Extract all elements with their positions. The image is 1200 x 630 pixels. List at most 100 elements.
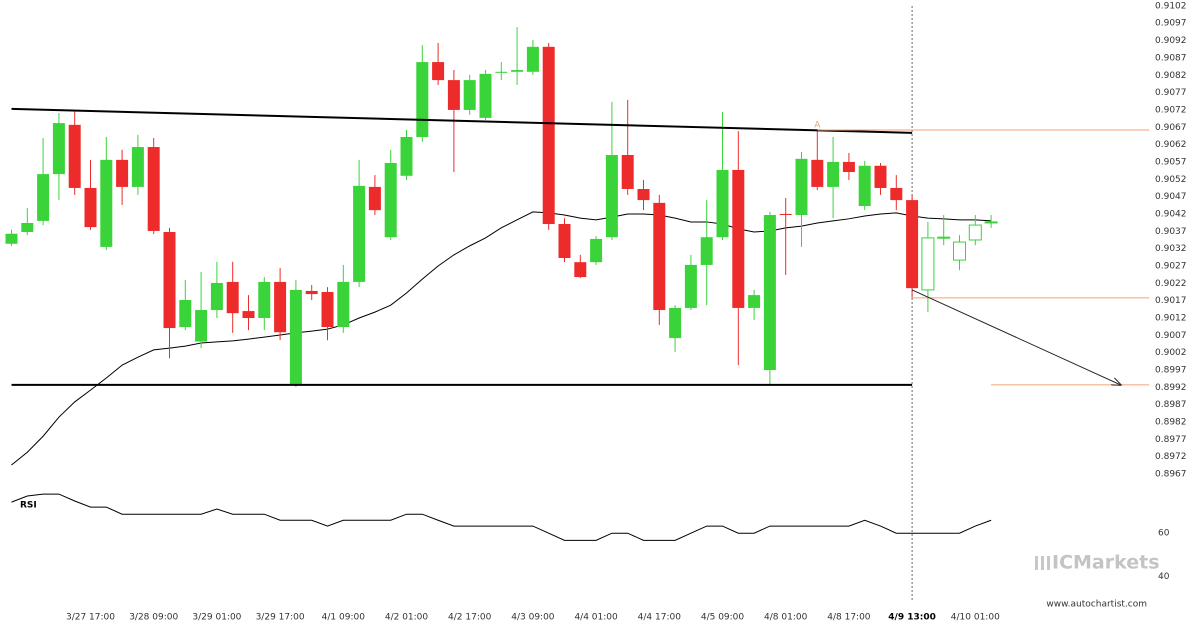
annotation: A [814, 120, 821, 130]
x-tick-label: 4/8 01:00 [764, 613, 808, 623]
candle-body [21, 222, 34, 232]
y-tick-label: 0.8967 [1155, 470, 1187, 480]
candle-body [842, 161, 855, 173]
candle-body [511, 70, 524, 72]
y-tick-label: 0.9087 [1155, 53, 1187, 63]
candle-body [779, 213, 792, 216]
rsi-label: RSI [20, 501, 37, 511]
candle-body [700, 237, 713, 265]
credit: www.autochartist.com [1046, 600, 1147, 610]
candle-body [669, 307, 682, 339]
candle-body [937, 236, 951, 239]
y-tick-label: 0.9022 [1155, 279, 1187, 289]
y-tick-label: 0.9047 [1155, 192, 1187, 202]
x-tick-label: 4/1 09:00 [322, 613, 366, 623]
candle-body [416, 62, 429, 137]
candle-body [621, 155, 634, 189]
x-tick-label: 4/9 13:00 [888, 613, 936, 623]
candle-body [906, 200, 919, 289]
moving-average [11, 211, 992, 466]
candle-body [305, 290, 318, 295]
rsi-tick-label: 40 [1158, 572, 1170, 582]
x-tick-label: 4/2 01:00 [385, 613, 429, 623]
candle-body [353, 185, 366, 282]
candle-body [763, 215, 776, 371]
forecast-arrow [911, 289, 1121, 385]
candle-body [368, 186, 381, 211]
y-tick-label: 0.9007 [1155, 331, 1187, 341]
x-tick-label: 4/10 01:00 [951, 613, 1000, 623]
candle-body [968, 224, 982, 241]
candle-body [100, 159, 113, 247]
y-tick-label: 0.9077 [1155, 88, 1187, 98]
y-tick-label: 0.9092 [1155, 36, 1187, 46]
y-tick-label: 0.9067 [1155, 123, 1187, 133]
candle-body [163, 231, 176, 329]
candle-body [479, 73, 492, 118]
candle-body [463, 80, 476, 110]
x-tick-label: 3/29 17:00 [256, 613, 305, 623]
candle-body [716, 169, 729, 238]
y-tick-label: 0.8987 [1155, 400, 1187, 410]
candle-body [984, 221, 998, 224]
x-tick-label: 4/8 17:00 [827, 613, 871, 623]
candle-body [574, 262, 587, 278]
candle-body [732, 169, 745, 308]
candle-body [447, 80, 460, 110]
candle-body [5, 233, 18, 244]
candle-body [242, 311, 255, 318]
candle-body [226, 281, 239, 314]
candle-body [811, 159, 824, 187]
candle-body [684, 264, 697, 308]
candle-body [258, 281, 271, 318]
x-tick-label: 4/3 09:00 [511, 613, 555, 623]
candle-body [68, 124, 81, 188]
candle-body [921, 237, 935, 291]
candle-body [858, 165, 871, 206]
candle-body [274, 281, 287, 333]
candle-body [653, 202, 666, 311]
y-tick-label: 0.9012 [1155, 313, 1187, 323]
candle-body [116, 159, 129, 187]
candle-body [384, 162, 397, 238]
rsi-tick-label: 60 [1158, 529, 1170, 539]
x-tick-label: 3/28 09:00 [129, 613, 178, 623]
y-tick-label: 0.9102 [1155, 1, 1187, 11]
candle-body [558, 224, 571, 259]
x-tick-label: 4/4 01:00 [574, 613, 618, 623]
y-tick-label: 0.9082 [1155, 71, 1187, 81]
y-tick-label: 0.9057 [1155, 157, 1187, 167]
candle-body [147, 147, 160, 231]
x-tick-label: 4/4 17:00 [638, 613, 682, 623]
candle-body [337, 281, 350, 328]
candle-body [542, 46, 555, 225]
y-tick-label: 0.9072 [1155, 105, 1187, 115]
candle-body [131, 147, 144, 187]
candle-body [495, 71, 508, 73]
y-tick-label: 0.9042 [1155, 209, 1187, 219]
candle-body [179, 299, 192, 328]
watermark: ICMarkets [1052, 552, 1160, 574]
trend-line [11, 107, 913, 134]
watermark-logo [1035, 556, 1050, 570]
y-tick-label: 0.9037 [1155, 227, 1187, 237]
x-tick-label: 4/5 09:00 [701, 613, 745, 623]
candle-body [953, 241, 966, 261]
y-tick-label: 0.9027 [1155, 261, 1187, 271]
candle-body [52, 123, 65, 175]
y-tick-label: 0.9002 [1155, 348, 1187, 358]
candle-body [890, 187, 903, 201]
candle-body [432, 62, 445, 81]
candle-body [637, 188, 650, 201]
candle-body [874, 165, 887, 188]
y-tick-label: 0.8992 [1155, 383, 1187, 393]
y-tick-label: 0.9017 [1155, 296, 1187, 306]
y-tick-label: 0.9097 [1155, 19, 1187, 29]
candle-body [195, 310, 208, 342]
y-tick-label: 0.8977 [1155, 435, 1187, 445]
y-tick-label: 0.8982 [1155, 418, 1187, 428]
candle-body [795, 158, 808, 216]
y-tick-label: 0.8972 [1155, 452, 1187, 462]
candle-body [526, 46, 539, 72]
candle-body [400, 136, 413, 176]
